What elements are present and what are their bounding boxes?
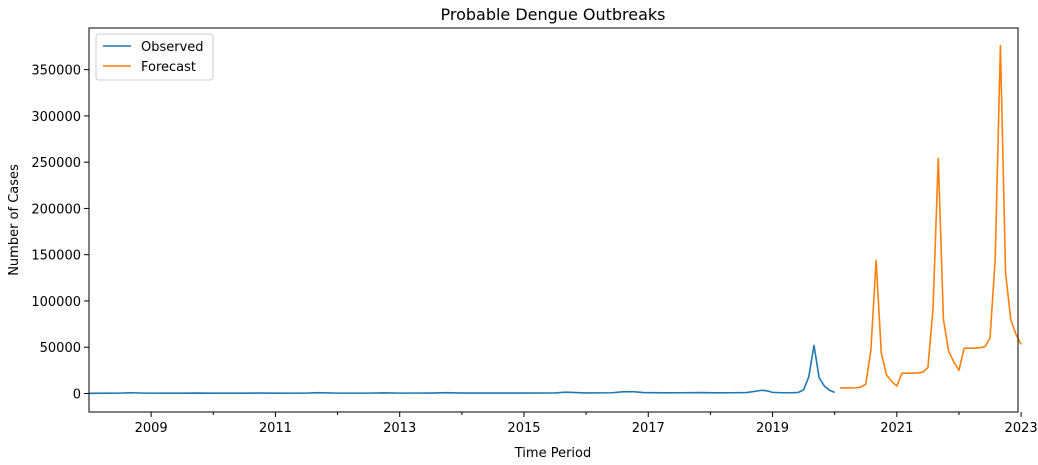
y-tick-label: 250000: [31, 156, 81, 171]
series-line-observed: [88, 344, 835, 395]
y-axis-title: Number of Cases: [7, 164, 22, 276]
plot-frame: [88, 27, 1019, 413]
y-tick-label: 50000: [40, 341, 81, 356]
legend: Observed Forecast: [95, 33, 214, 81]
x-axis-title: Time Period: [514, 446, 591, 461]
legend-label-observed: Observed: [141, 40, 204, 55]
y-tick-label: 150000: [31, 249, 81, 264]
x-tick-label: 2019: [756, 421, 789, 436]
x-tick-label: 2013: [383, 421, 416, 436]
y-axis: 0 50000 100000 150000 200000 250000 300000 3500…: [31, 64, 89, 402]
chart-title: Probable Dengue Outbreaks: [440, 5, 665, 24]
y-tick-label: 300000: [31, 110, 81, 125]
x-tick-label: 2017: [632, 421, 665, 436]
y-tick-label: 200000: [31, 202, 81, 217]
y-tick-label: 0: [73, 387, 81, 402]
legend-label-forecast: Forecast: [141, 60, 196, 75]
x-axis: 2009 2011 2013 2015 2017 2019 2021 2023: [135, 412, 1038, 436]
x-tick-label: 2015: [507, 421, 540, 436]
y-tick-label: 100000: [31, 295, 81, 310]
x-tick-label: 2021: [880, 421, 913, 436]
plot-area: [88, 44, 1022, 395]
x-tick-label: 2009: [135, 421, 168, 436]
y-tick-label: 350000: [31, 64, 81, 79]
x-tick-label: 2011: [259, 421, 292, 436]
series-line-forecast: [839, 44, 1022, 389]
x-tick-label: 2023: [1005, 421, 1038, 436]
